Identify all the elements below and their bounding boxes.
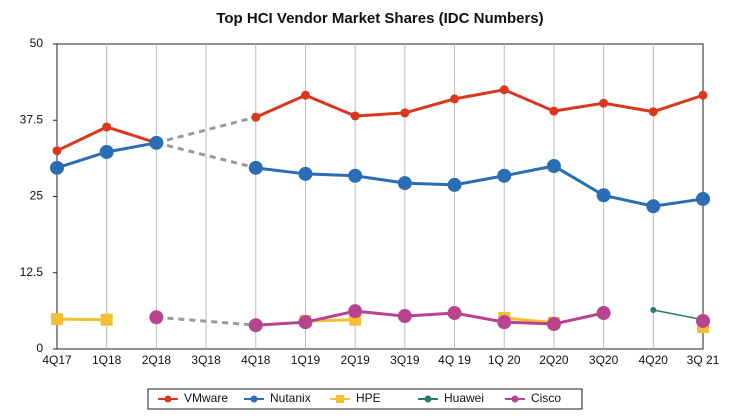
marker: [646, 199, 661, 214]
legend-marker: [336, 395, 344, 403]
y-tick-label: 25: [30, 189, 44, 203]
marker: [546, 316, 561, 331]
marker: [650, 306, 657, 313]
series-line: [255, 88, 704, 119]
marker: [450, 94, 460, 104]
x-tick-label: 3Q19: [390, 353, 420, 367]
legend-label: Nutanix: [270, 391, 311, 405]
series-line: [504, 316, 555, 325]
marker: [348, 168, 363, 183]
marker: [248, 160, 263, 175]
marker: [100, 313, 113, 326]
x-tick-label: 4Q20: [639, 353, 669, 367]
marker: [149, 310, 164, 325]
marker: [350, 111, 360, 121]
marker: [298, 166, 313, 181]
marker: [499, 85, 509, 95]
marker: [400, 108, 410, 118]
legend-box: [147, 388, 583, 410]
marker: [300, 90, 310, 100]
legend-marker: [511, 395, 519, 403]
marker: [52, 146, 62, 156]
x-tick-label: 4Q17: [42, 353, 72, 367]
x-tick-label: 3Q 21: [687, 353, 720, 367]
chart-title: Top HCI Vendor Market Shares (IDC Number…: [216, 10, 543, 27]
marker: [51, 313, 63, 326]
marker: [497, 315, 512, 330]
legend-label: HPE: [356, 391, 381, 405]
marker: [447, 306, 462, 321]
marker: [397, 176, 412, 191]
legend-label: Huawei: [444, 391, 484, 405]
y-tick-label: 50: [30, 36, 44, 50]
marker: [696, 313, 710, 328]
marker: [251, 112, 261, 122]
y-tick-label: 12.5: [20, 265, 44, 279]
gap-bridge: [156, 315, 256, 327]
legend-marker: [164, 395, 172, 403]
series-line: [255, 164, 704, 208]
marker: [99, 144, 114, 159]
x-tick-label: 3Q20: [589, 353, 619, 367]
legend-label: VMware: [184, 391, 228, 405]
marker: [397, 309, 412, 324]
marker: [298, 315, 313, 330]
x-tick-label: 1Q 20: [488, 353, 521, 367]
marker: [149, 135, 164, 150]
marker: [50, 160, 64, 175]
y-tick-label: 0: [36, 341, 43, 355]
legend-label: Cisco: [531, 391, 561, 405]
y-tick-label: 37.5: [20, 112, 44, 126]
marker: [596, 306, 611, 321]
legend-marker: [424, 395, 432, 403]
series-line: [653, 309, 704, 321]
x-tick-label: 2Q19: [340, 353, 370, 367]
marker: [549, 106, 559, 116]
legend-marker: [250, 395, 258, 403]
marker: [497, 168, 512, 183]
marker: [248, 318, 263, 333]
series-line: [255, 309, 604, 327]
x-tick-label: 1Q19: [291, 353, 321, 367]
x-tick-label: 3Q18: [191, 353, 221, 367]
marker: [696, 191, 710, 206]
marker: [599, 98, 609, 108]
x-tick-label: 1Q18: [92, 353, 122, 367]
x-tick-label: 2Q18: [142, 353, 172, 367]
marker: [447, 177, 462, 192]
marker: [596, 188, 611, 203]
series-line: [56, 317, 107, 322]
marker: [648, 107, 658, 117]
marker: [698, 90, 708, 100]
x-tick-label: 4Q18: [241, 353, 271, 367]
marker: [348, 304, 363, 319]
marker: [102, 122, 112, 132]
x-tick-label: 4Q 19: [438, 353, 471, 367]
marker: [546, 159, 561, 173]
x-tick-label: 2Q20: [539, 353, 569, 367]
